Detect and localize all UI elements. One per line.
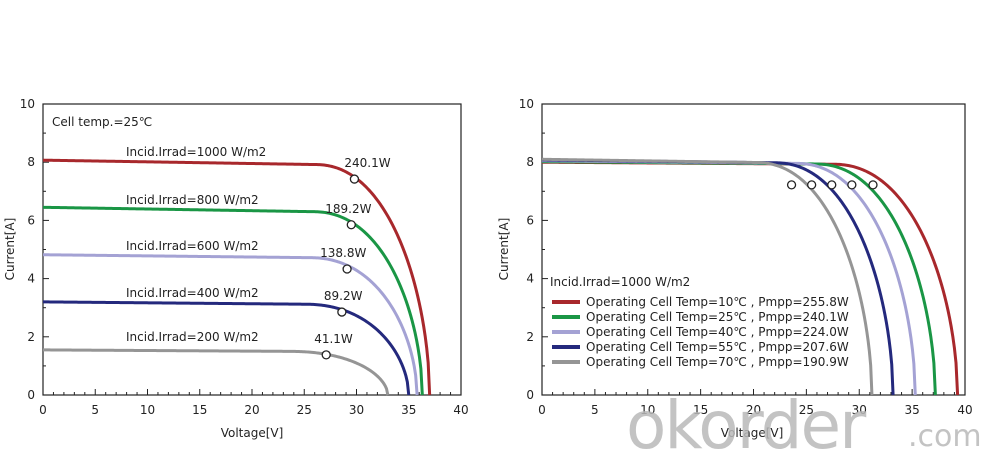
- mpp-marker: [786, 180, 797, 190]
- x-tick-label: 35: [401, 403, 416, 417]
- x-tick-label: 20: [244, 403, 259, 417]
- y-tick-label: 0: [526, 388, 534, 402]
- series-line: [42, 348, 390, 396]
- x-tick-label: 15: [693, 403, 708, 417]
- series-labels: Incid.Irrad=1000 W/m2 Incid.Irrad=800 W/m…: [126, 145, 266, 344]
- legend-entry: Operating Cell Temp=10℃ , Pmpp=255.8W: [586, 295, 849, 309]
- x-tick-label: 20: [746, 403, 761, 417]
- series-line: [42, 205, 424, 396]
- y-tick-label: 0: [27, 388, 35, 402]
- mpp-power-label: 89.2W: [324, 289, 363, 303]
- series-line: [42, 300, 411, 396]
- y-tick-label: 6: [27, 213, 35, 227]
- legend-entry: Operating Cell Temp=70℃ , Pmpp=190.9W: [586, 355, 849, 369]
- x-axis-title: Voltage[V]: [721, 426, 784, 440]
- mpp-marker: [321, 350, 331, 360]
- series-label: Incid.Irrad=600 W/m2: [126, 239, 259, 253]
- okorder-watermark: okorder .com: [626, 387, 982, 464]
- x-tick-label: 0: [39, 403, 47, 417]
- x-axis-title: Voltage[V]: [221, 426, 284, 440]
- series-line: [42, 253, 419, 396]
- x-tick-label: 25: [799, 403, 814, 417]
- iv-curve-temperature-chart: 0 5 10 15 20 25 30 35 40 0 2 4 6 8 10 Voltage[V] Curr…: [497, 97, 973, 440]
- x-tick-labels: 0 5 10 15 20 25 30 35 40: [538, 403, 972, 417]
- y-axis-title: Current[A]: [497, 218, 511, 281]
- watermark-suffix: .com: [908, 419, 982, 454]
- condition-note: Cell temp.=25℃: [52, 115, 152, 129]
- y-tick-label: 6: [526, 213, 534, 227]
- y-tick-label: 4: [526, 272, 534, 286]
- mpp-marker: [847, 180, 857, 190]
- y-tick-label: 8: [27, 155, 35, 169]
- series-label: Incid.Irrad=200 W/m2: [126, 330, 259, 344]
- y-tick-label: 10: [519, 97, 534, 111]
- x-tick-label: 5: [91, 403, 99, 417]
- y-tick-label: 2: [526, 330, 534, 344]
- mpp-markers: [786, 180, 878, 190]
- x-tick-label: 0: [538, 403, 546, 417]
- x-tick-label: 25: [297, 403, 312, 417]
- series-line: [541, 157, 874, 396]
- y-tick-label: 10: [20, 97, 35, 111]
- mpp-markers: 240.1W 189.2W 138.8W 89.2W 41.1W: [314, 156, 391, 360]
- x-tick-label: 30: [349, 403, 364, 417]
- mpp-marker: [337, 307, 347, 317]
- y-tick-label: 8: [526, 155, 534, 169]
- y-tick-label: 2: [27, 330, 35, 344]
- mpp-marker: [807, 180, 817, 190]
- x-tick-label: 40: [453, 403, 468, 417]
- series-label: Incid.Irrad=400 W/m2: [126, 286, 259, 300]
- mpp-marker: [827, 180, 837, 190]
- y-tick-label: 4: [27, 272, 35, 286]
- series-label: Incid.Irrad=1000 W/m2: [126, 145, 266, 159]
- mpp-marker: [868, 180, 878, 190]
- x-tick-label: 35: [904, 403, 919, 417]
- x-tick-label: 30: [852, 403, 867, 417]
- mpp-marker: [346, 220, 356, 230]
- y-axis-title: Current[A]: [3, 218, 17, 281]
- mpp-power-label: 41.1W: [314, 332, 353, 346]
- x-tick-label: 10: [640, 403, 655, 417]
- mpp-marker: [342, 264, 352, 274]
- legend-entry: Operating Cell Temp=25℃ , Pmpp=240.1W: [586, 310, 849, 324]
- mpp-power-label: 189.2W: [325, 202, 371, 216]
- legend-entry: Operating Cell Temp=55℃ , Pmpp=207.6W: [586, 340, 849, 354]
- watermark-text: okorder: [626, 387, 867, 464]
- mpp-power-label: 138.8W: [320, 246, 366, 260]
- legend: Operating Cell Temp=10℃ , Pmpp=255.8WOpe…: [552, 295, 849, 369]
- y-tick-labels: 0 2 4 6 8 10: [519, 97, 534, 402]
- y-tick-labels: 0 2 4 6 8 10: [20, 97, 35, 402]
- x-tick-label: 15: [192, 403, 207, 417]
- legend-entry: Operating Cell Temp=40℃ , Pmpp=224.0W: [586, 325, 849, 339]
- x-tick-label: 10: [140, 403, 155, 417]
- x-tick-label: 40: [957, 403, 972, 417]
- condition-note: Incid.Irrad=1000 W/m2: [550, 275, 690, 289]
- mpp-power-label: 240.1W: [344, 156, 390, 170]
- series-line: [42, 158, 432, 396]
- mpp-marker: [349, 174, 360, 184]
- iv-curve-irradiance-chart: 0 5 10 15 20 25 30 35 40 0 2 4 6 8 10 Voltage[V] Curr…: [3, 97, 469, 440]
- series-label: Incid.Irrad=800 W/m2: [126, 193, 259, 207]
- x-tick-label: 5: [591, 403, 599, 417]
- x-tick-labels: 0 5 10 15 20 25 30 35 40: [39, 403, 468, 417]
